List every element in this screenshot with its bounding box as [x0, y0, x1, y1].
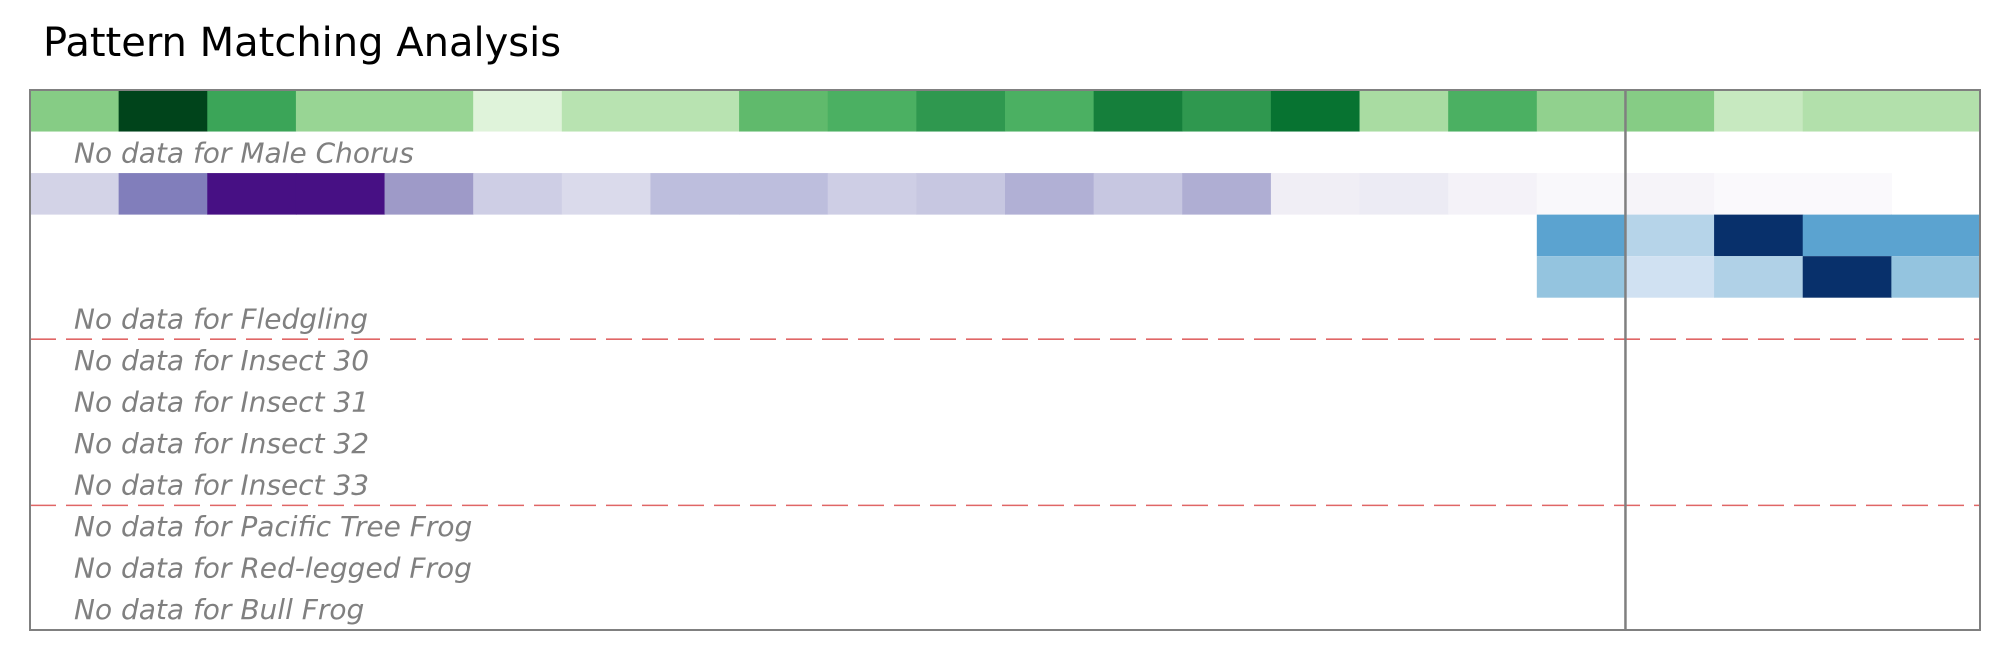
no-data-label: No data for Bull Frog — [74, 593, 364, 626]
heatmap-cell — [473, 173, 563, 215]
heatmap-cell — [384, 90, 474, 132]
heatmap-cell — [1536, 90, 1627, 132]
chart-title: Pattern Matching Analysis — [43, 20, 562, 66]
heatmap-cell — [1625, 256, 1715, 298]
heatmap-cell — [827, 90, 917, 132]
no-data-label: No data for Fledgling — [74, 302, 368, 335]
heatmap-cell — [1448, 90, 1538, 132]
heatmap-cell — [1625, 173, 1715, 215]
no-data-label: No data for Male Chorus — [74, 136, 414, 169]
heatmap-cell — [1714, 256, 1804, 298]
heatmap-cell — [1891, 214, 1981, 257]
no-data-label: No data for Insect 30 — [74, 344, 369, 377]
no-data-labels: No data for Male Chorus No data for Fledg… — [74, 136, 472, 626]
heatmap-cell — [1005, 173, 1095, 215]
heatmap-cell — [1359, 90, 1449, 132]
heatmap-cell — [827, 173, 917, 215]
heatmap-cell — [1536, 173, 1627, 215]
heatmap-cell — [207, 173, 297, 215]
heatmap-cell — [473, 90, 563, 132]
heatmap-cell — [561, 173, 652, 215]
heatmap-cell — [916, 173, 1006, 215]
heatmap-cell — [1802, 90, 1892, 132]
heatmap-cells — [30, 90, 1981, 298]
no-data-label: No data for Red-legged Frog — [74, 552, 472, 585]
heatmap-cell — [207, 90, 297, 132]
heatmap-cell — [1536, 256, 1627, 298]
heatmap-cell — [118, 173, 208, 215]
no-data-label: No data for Insect 32 — [74, 427, 369, 460]
heatmap-cell — [1270, 90, 1361, 132]
heatmap-cell — [1005, 90, 1095, 132]
heatmap-cell — [1714, 173, 1804, 215]
heatmap-cell — [295, 90, 386, 132]
heatmap-cell — [1625, 90, 1715, 132]
heatmap-cell — [650, 90, 740, 132]
heatmap-cell — [118, 90, 208, 132]
heatmap-cell — [1714, 90, 1804, 132]
no-data-label: No data for Insect 33 — [74, 469, 369, 502]
heatmap-cell — [1182, 173, 1272, 215]
heatmap-cell — [384, 173, 474, 215]
heatmap-cell — [1270, 173, 1361, 215]
heatmap-cell — [1359, 173, 1449, 215]
group-separators — [30, 338, 1980, 507]
heatmap-cell — [1891, 256, 1981, 298]
heatmap-cell — [1802, 214, 1892, 257]
heatmap-cell — [1448, 173, 1538, 215]
heatmap-cell — [739, 173, 829, 215]
heatmap-cell — [30, 90, 120, 132]
heatmap-cell — [1714, 214, 1804, 257]
heatmap-cell — [1625, 214, 1715, 257]
heatmap-cell — [1891, 90, 1981, 132]
heatmap-cell — [1182, 90, 1272, 132]
heatmap-cell — [1536, 214, 1627, 257]
heatmap-cell — [739, 90, 829, 132]
heatmap-cell — [916, 90, 1006, 132]
no-data-label: No data for Pacific Tree Frog — [74, 510, 472, 543]
no-data-label: No data for Insect 31 — [74, 386, 369, 419]
heatmap-cell — [1093, 90, 1183, 132]
plot-frame — [29, 89, 1981, 631]
heatmap-cell — [1093, 173, 1183, 215]
heatmap-cell — [650, 173, 740, 215]
heatmap-cell — [1802, 173, 1892, 215]
heatmap-cell — [30, 173, 120, 215]
heatmap-cell — [295, 173, 386, 215]
heatmap-cell — [561, 90, 652, 132]
heatmap-cell — [1802, 256, 1892, 298]
